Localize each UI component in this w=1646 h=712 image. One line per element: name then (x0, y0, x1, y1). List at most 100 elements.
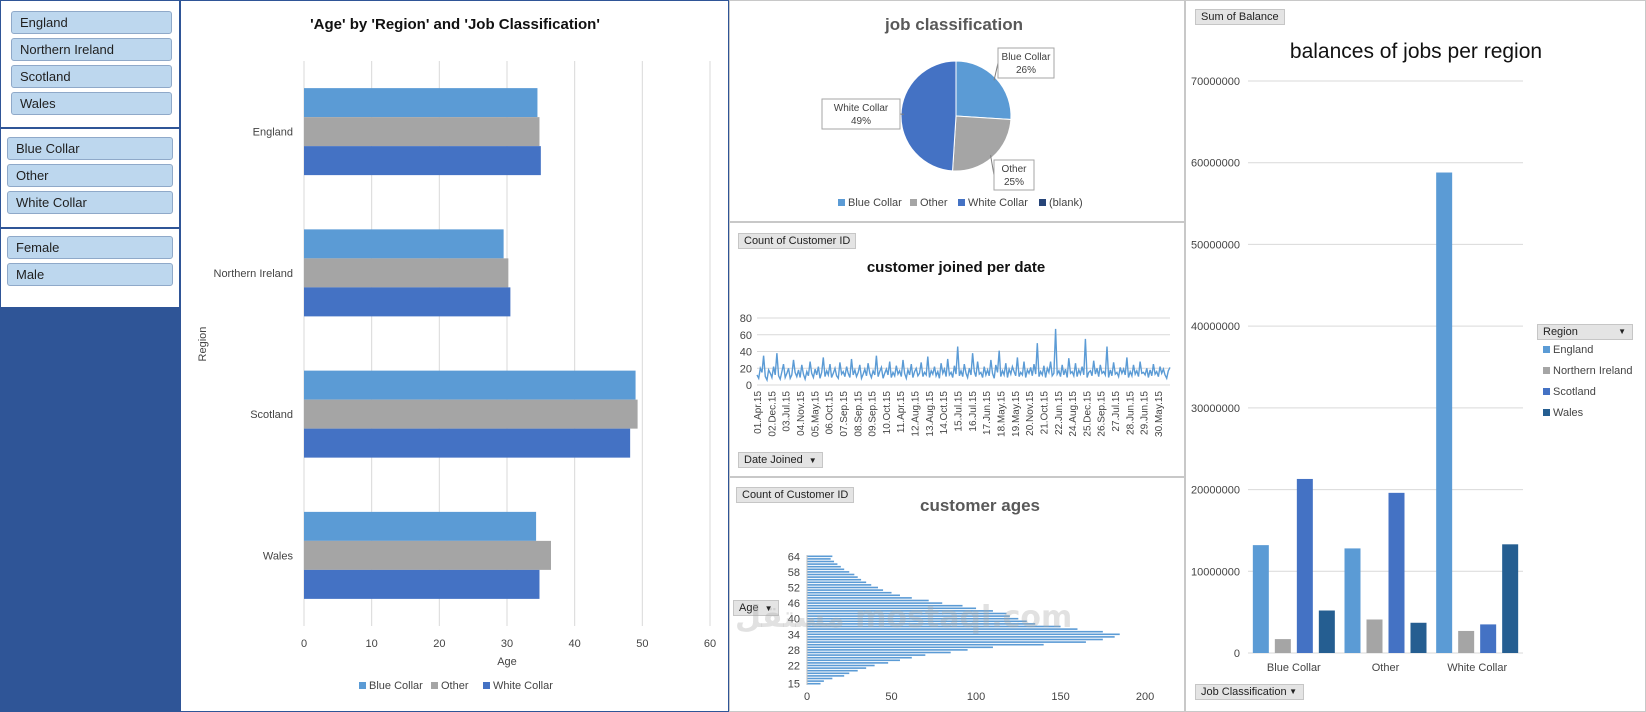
x-tick-label: 22.Jun.15 (1054, 391, 1065, 435)
x-tick-label: 0 (804, 691, 810, 703)
bar (304, 258, 509, 288)
date-joined-field-button[interactable]: Date Joined ▼ (738, 452, 823, 468)
legend-swatch (1543, 367, 1550, 374)
bar (807, 675, 845, 677)
x-tick-label: 09.Sep.15 (868, 391, 879, 437)
legend-label: (blank) (1049, 197, 1083, 209)
x-tick-label: 0 (301, 638, 307, 650)
data-label-name: White Collar (834, 103, 889, 114)
bar (304, 117, 540, 147)
bar (807, 591, 892, 594)
x-tick-label: 07.Sep.15 (839, 391, 850, 437)
y-tick-label: 40 (788, 614, 800, 626)
y-tick-label: 80 (740, 313, 752, 325)
bar (807, 610, 993, 612)
age-region-chart-panel: 'Age' by 'Region' and 'Job Classificatio… (180, 0, 729, 712)
age-field-button[interactable]: Age ▼ (733, 600, 779, 616)
legend-swatch (1543, 346, 1550, 353)
pie-slice (955, 60, 1012, 120)
region-field-label: Region (1543, 326, 1578, 338)
x-tick-label: 11.Apr.15 (896, 391, 907, 434)
slicer-item-scotland[interactable]: Scotland (11, 65, 172, 88)
region-field-button[interactable]: Region ▼ (1537, 324, 1633, 340)
dropdown-arrow-icon: ▼ (764, 604, 773, 613)
x-tick-label: 20.Nov.15 (1025, 391, 1036, 436)
category-label: Wales (263, 550, 294, 562)
legend-swatch (958, 199, 965, 206)
bar (304, 511, 537, 541)
legend-swatch (483, 682, 490, 689)
bar (807, 578, 862, 581)
x-tick-label: 08.Sep.15 (853, 391, 864, 437)
data-label-box (821, 98, 901, 130)
x-tick-label: 16.Jul.15 (968, 391, 979, 432)
bar (807, 571, 850, 573)
y-tick-label: 15 (788, 679, 800, 691)
bar (304, 146, 541, 176)
ages-hist-chart: customer ages 15 22 28 34 40 46 52 58 64 0 50 100 150… (788, 496, 1155, 703)
legend-swatch (1543, 388, 1550, 395)
job-pie-panel: job classification Blue Collar 26% Other 25%… (729, 0, 1185, 222)
x-tick-label: 01.Apr.15 (753, 391, 764, 434)
gender-slicer: Female Male (0, 228, 180, 308)
legend-label: Other (441, 680, 469, 692)
x-axis-label: Age (497, 656, 517, 668)
bar (1366, 619, 1383, 653)
count-customer-field-button-2[interactable]: Count of Customer ID (736, 487, 855, 503)
slicer-item-male[interactable]: Male (7, 263, 173, 286)
bar (807, 560, 835, 563)
slicer-item-white-collar[interactable]: White Collar (7, 191, 173, 214)
x-tick-label: 18.May.15 (996, 391, 1007, 437)
y-tick-label: 58 (788, 567, 800, 579)
category-label: White Collar (1447, 662, 1507, 674)
job-slicer: Blue Collar Other White Collar (0, 128, 180, 228)
x-tick-label: 03.Jul.15 (782, 391, 793, 432)
age-region-chart: 'Age' by 'Region' and 'Job Classificatio… (197, 16, 716, 692)
x-tick-label: 60 (704, 638, 716, 650)
slicer-item-northern-ireland[interactable]: Northern Ireland (11, 38, 172, 61)
bar (807, 677, 833, 680)
bar (1344, 548, 1361, 653)
data-label-box (997, 47, 1055, 79)
bar (807, 641, 1086, 643)
x-tick-label: 21.Oct.15 (1039, 391, 1050, 435)
chart-title: customer joined per date (867, 259, 1045, 276)
bar (807, 602, 943, 604)
sum-balance-field-button[interactable]: Sum of Balance (1195, 9, 1285, 25)
slicer-item-wales[interactable]: Wales (11, 92, 172, 115)
x-tick-label: 02.Dec.15 (767, 391, 778, 437)
slicer-item-other[interactable]: Other (7, 164, 173, 187)
legend-swatch (1543, 409, 1550, 416)
bar (1318, 610, 1335, 653)
y-axis-label: Region (197, 327, 209, 362)
bar (807, 667, 867, 669)
category-label: Other (1372, 662, 1400, 674)
bar (304, 88, 538, 118)
bar (807, 633, 1120, 636)
x-tick-label: 28.Jun.15 (1125, 391, 1136, 435)
pie-slice (900, 60, 957, 172)
date-joined-label: Date Joined (744, 454, 803, 466)
slicer-item-blue-collar[interactable]: Blue Collar (7, 137, 173, 160)
bar (807, 607, 977, 610)
slicer-item-england[interactable]: England (11, 11, 172, 34)
count-customer-field-button[interactable]: Count of Customer ID (738, 233, 857, 249)
bar (304, 370, 636, 400)
joined-line-chart: customer joined per date 0 20 40 60 80 01.Apr.… (740, 259, 1171, 437)
pie-slice (952, 115, 1012, 172)
slicer-item-female[interactable]: Female (7, 236, 173, 259)
bar (304, 540, 551, 570)
job-classification-field-button[interactable]: Job Classification ▼ (1195, 684, 1304, 700)
x-tick-label: 10.Oct.15 (882, 391, 893, 435)
data-label-name: Other (1001, 164, 1027, 175)
bar (807, 573, 855, 576)
bar (807, 576, 858, 578)
bar (304, 428, 631, 458)
bar (1480, 624, 1497, 653)
bar (807, 604, 963, 607)
legend-swatch (359, 682, 366, 689)
x-tick-label: 30.May.15 (1154, 391, 1165, 437)
bar (807, 630, 1103, 633)
legend-label: Wales (1553, 407, 1584, 419)
y-tick-label: 50000000 (1191, 239, 1240, 251)
